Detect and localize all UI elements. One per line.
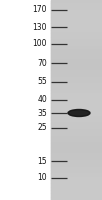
Bar [51,173,102,177]
Text: 25: 25 [37,123,47,132]
Bar [51,140,102,143]
Bar [51,0,102,200]
Bar [51,80,102,83]
Bar [51,83,102,87]
Bar [51,123,102,127]
Bar [51,20,102,23]
Text: 100: 100 [33,40,47,48]
Bar [51,127,102,130]
Bar [51,93,102,97]
Bar [51,13,102,17]
Bar [51,143,102,147]
Text: 70: 70 [37,58,47,68]
Bar [51,17,102,20]
Bar [51,3,102,7]
Bar [51,187,102,190]
Bar [51,177,102,180]
Bar [51,97,102,100]
Bar [51,197,102,200]
Bar [51,120,102,123]
Bar [51,10,102,13]
Bar [51,110,102,113]
Bar [51,160,102,163]
Bar [51,103,102,107]
Bar [51,27,102,30]
Bar [51,180,102,183]
Bar [51,77,102,80]
Bar [51,23,102,27]
Bar [51,133,102,137]
Text: 170: 170 [33,5,47,15]
Bar [51,113,102,117]
Ellipse shape [68,110,90,116]
Bar [51,183,102,187]
Bar [51,137,102,140]
Bar [51,60,102,63]
Bar [51,33,102,37]
Text: 40: 40 [37,96,47,104]
Bar [51,7,102,10]
Bar [51,40,102,43]
Bar [51,47,102,50]
Bar [51,30,102,33]
Text: 35: 35 [37,108,47,117]
Bar [51,67,102,70]
Text: 130: 130 [33,22,47,31]
Bar [51,170,102,173]
Bar [51,190,102,193]
Bar [51,53,102,57]
Bar [51,70,102,73]
Bar [51,117,102,120]
Bar [51,87,102,90]
Bar [51,107,102,110]
Text: 55: 55 [37,77,47,86]
Bar [51,193,102,197]
Bar [51,57,102,60]
Bar [51,73,102,77]
Bar [51,130,102,133]
Bar [51,90,102,93]
Bar [51,150,102,153]
Bar [51,153,102,157]
Bar [51,147,102,150]
Bar [51,50,102,53]
Text: 15: 15 [37,156,47,166]
Bar [51,0,102,3]
Bar [51,157,102,160]
Bar [51,37,102,40]
Text: 10: 10 [37,173,47,182]
Bar [51,100,102,103]
Bar [51,167,102,170]
Bar [51,163,102,167]
Bar [51,63,102,67]
Bar [51,43,102,47]
